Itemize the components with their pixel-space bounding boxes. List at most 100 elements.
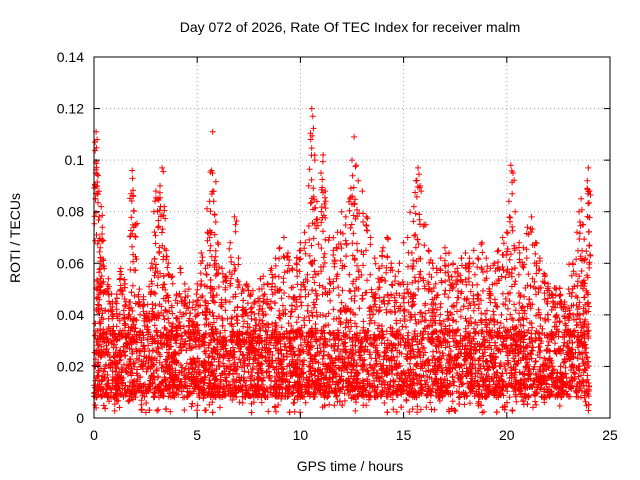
data-point xyxy=(401,342,408,349)
data-point xyxy=(206,352,213,359)
data-point xyxy=(335,292,342,299)
data-point xyxy=(483,357,490,364)
data-point xyxy=(145,388,152,395)
data-point xyxy=(331,402,338,409)
data-point xyxy=(566,337,573,344)
data-point xyxy=(290,400,297,407)
data-point xyxy=(532,358,539,365)
data-point xyxy=(155,349,162,356)
data-point xyxy=(138,397,145,404)
data-point xyxy=(207,277,214,283)
data-point xyxy=(472,365,479,371)
data-point xyxy=(420,352,427,359)
data-point xyxy=(430,348,436,355)
data-point xyxy=(414,403,421,410)
data-point xyxy=(467,400,473,407)
data-point xyxy=(389,396,396,403)
data-point xyxy=(497,320,504,327)
data-point xyxy=(286,409,293,416)
data-point xyxy=(221,353,228,360)
data-point xyxy=(406,408,413,415)
data-point xyxy=(556,402,563,409)
data-point xyxy=(441,291,448,298)
data-point xyxy=(302,399,309,406)
data-point xyxy=(384,409,391,416)
data-point xyxy=(532,398,539,405)
data-point xyxy=(536,349,543,356)
data-point xyxy=(407,209,414,216)
data-point xyxy=(429,357,436,364)
data-point xyxy=(367,304,374,311)
data-point xyxy=(195,366,201,373)
data-point xyxy=(345,354,351,361)
data-point xyxy=(504,388,511,395)
data-point xyxy=(352,407,359,414)
data-point xyxy=(192,313,199,320)
data-point xyxy=(233,218,240,224)
data-point xyxy=(429,382,436,388)
data-point xyxy=(488,346,495,353)
data-point xyxy=(364,367,371,374)
data-point xyxy=(317,348,324,355)
data-point xyxy=(119,291,126,298)
data-point xyxy=(129,349,136,355)
data-point xyxy=(108,341,115,347)
data-point xyxy=(126,345,133,352)
data-point xyxy=(526,296,533,303)
data-point xyxy=(164,349,170,356)
data-point xyxy=(313,335,320,342)
data-point xyxy=(119,366,126,373)
data-point xyxy=(490,377,497,384)
data-point xyxy=(281,343,288,350)
data-point xyxy=(189,365,196,372)
data-point xyxy=(315,366,322,373)
data-point xyxy=(381,340,388,347)
data-point xyxy=(116,404,123,411)
data-point xyxy=(373,360,380,367)
data-point xyxy=(181,407,188,414)
data-point xyxy=(570,354,577,361)
data-point xyxy=(578,340,584,347)
data-point xyxy=(298,302,305,309)
data-point xyxy=(466,255,473,262)
data-point xyxy=(154,407,160,414)
data-point xyxy=(563,375,570,382)
data-point xyxy=(189,344,196,351)
data-point xyxy=(370,342,377,348)
data-point xyxy=(203,407,209,414)
data-point xyxy=(338,336,345,343)
chart-title: Day 072 of 2026, Rate Of TEC Index for r… xyxy=(180,19,521,35)
data-point xyxy=(480,287,486,294)
data-point xyxy=(142,409,149,416)
data-point xyxy=(226,370,233,377)
data-point xyxy=(206,401,213,408)
data-point xyxy=(128,341,135,348)
data-point xyxy=(337,257,344,264)
data-point xyxy=(517,321,524,328)
data-point xyxy=(403,382,410,389)
data-point xyxy=(316,282,323,289)
data-point xyxy=(581,394,588,401)
data-point xyxy=(492,339,499,346)
data-point xyxy=(240,351,247,358)
data-point xyxy=(585,380,592,386)
data-point xyxy=(212,178,219,185)
data-point xyxy=(273,408,279,415)
data-point xyxy=(194,402,201,409)
data-point xyxy=(432,343,439,350)
data-point xyxy=(352,320,358,327)
data-point xyxy=(220,360,226,367)
data-point xyxy=(307,363,314,370)
data-point xyxy=(477,374,483,381)
data-point xyxy=(461,401,468,408)
data-point xyxy=(493,303,500,310)
data-point xyxy=(310,304,317,311)
data-point xyxy=(204,205,210,212)
data-point xyxy=(497,359,504,366)
data-point xyxy=(92,402,99,408)
data-point xyxy=(319,355,326,362)
data-point xyxy=(291,335,298,342)
data-point xyxy=(141,342,148,349)
data-point xyxy=(205,344,212,351)
data-point xyxy=(292,351,299,358)
